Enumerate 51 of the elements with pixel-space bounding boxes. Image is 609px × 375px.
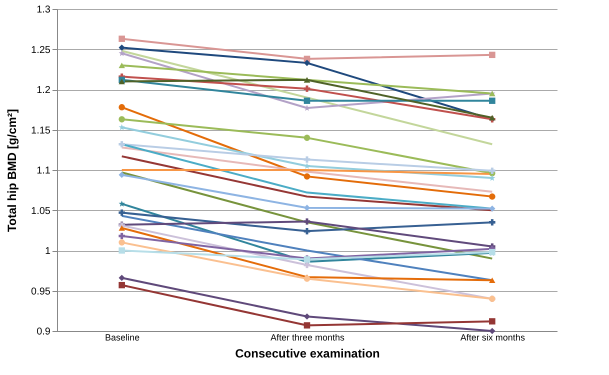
point — [304, 218, 310, 225]
point — [118, 200, 125, 207]
point — [118, 172, 125, 178]
point — [304, 156, 310, 163]
y-tick-label: 1.15 — [31, 125, 51, 136]
point — [489, 52, 496, 58]
y-tick-label: 1.3 — [36, 4, 51, 16]
point — [489, 205, 496, 212]
x-tick-label: After three months — [270, 332, 346, 342]
point — [118, 36, 125, 42]
y-tick-label: 0.9 — [36, 326, 51, 338]
point — [118, 274, 125, 282]
point — [118, 210, 125, 216]
x-tick-label: After six months — [460, 332, 526, 342]
point — [304, 262, 310, 268]
y-tick-label: 1.25 — [31, 44, 51, 56]
point — [118, 282, 125, 288]
point — [118, 225, 125, 231]
point — [489, 98, 496, 104]
x-tick-label: Baseline — [105, 332, 140, 342]
point — [304, 228, 310, 234]
point — [118, 104, 125, 110]
point — [118, 124, 125, 130]
point — [304, 173, 310, 180]
point — [304, 98, 310, 104]
point — [304, 60, 310, 66]
point — [489, 318, 496, 325]
point — [489, 328, 496, 334]
point — [304, 322, 310, 329]
point — [118, 232, 125, 240]
point — [489, 219, 496, 226]
y-tick-label: 1 — [44, 246, 51, 257]
point — [304, 204, 310, 211]
y-tick-label: 1.1 — [36, 166, 51, 176]
y-tick-label: 1.05 — [31, 206, 51, 217]
point — [304, 313, 310, 320]
point — [304, 134, 310, 141]
x-axis-title: Consecutive examination — [235, 346, 380, 360]
y-axis-title: Total hip BMD [g/cm²] — [5, 108, 20, 232]
point — [118, 116, 125, 122]
point — [118, 44, 125, 51]
y-tick-label: 1.2 — [36, 85, 51, 96]
point — [118, 141, 125, 148]
y-tick-label: 0.95 — [31, 286, 51, 298]
point — [489, 278, 496, 284]
point — [489, 168, 496, 174]
point — [304, 86, 310, 92]
point — [118, 50, 125, 56]
point — [489, 193, 496, 200]
point — [118, 239, 125, 246]
point — [118, 247, 125, 254]
